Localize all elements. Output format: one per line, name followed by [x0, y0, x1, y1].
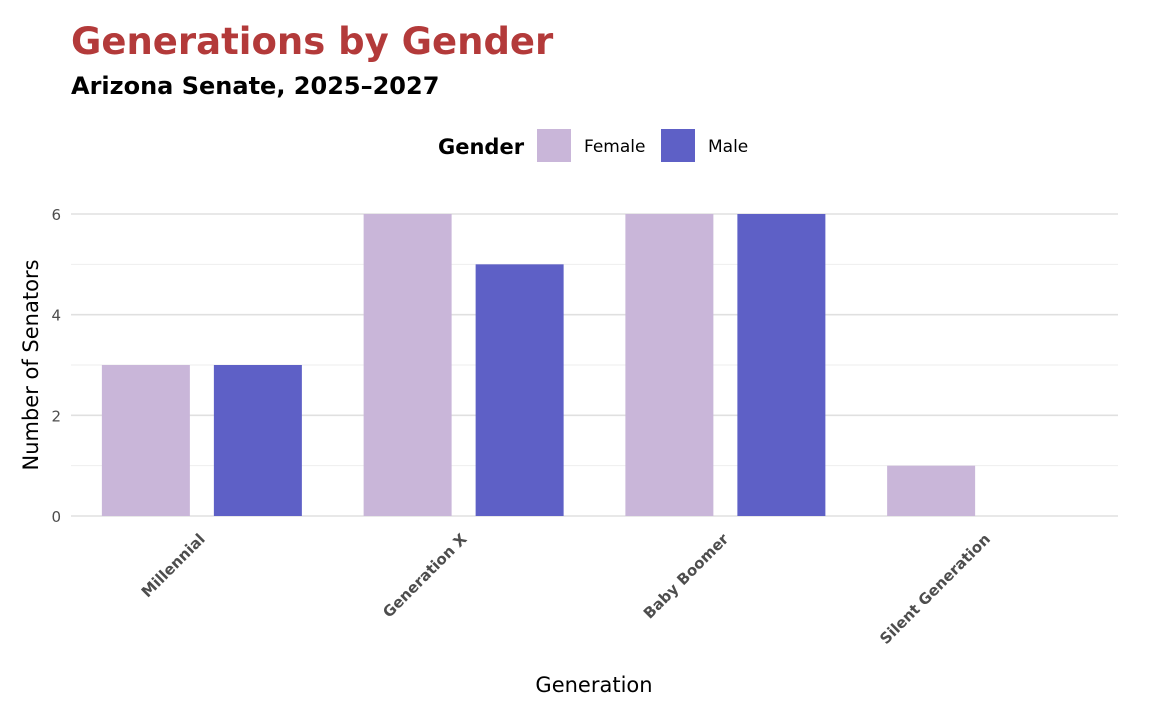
- y-tick-label: 4: [51, 307, 61, 325]
- y-tick-label: 0: [51, 508, 61, 526]
- legend-label-female: Female: [584, 137, 645, 157]
- bar-female-millennial: [101, 365, 190, 516]
- y-axis-ticks: 0 2 4 6: [51, 206, 61, 526]
- bar-female-generation-x: [363, 214, 452, 516]
- chart-title: Generations by Gender: [71, 20, 554, 63]
- y-axis-title: Number of Senators: [19, 259, 43, 470]
- x-tick-label: Silent Generation: [876, 530, 994, 648]
- x-axis-ticks: Millennial Generation X Baby Boomer Silent …: [138, 530, 994, 648]
- bar-male-baby-boomer: [737, 214, 826, 516]
- legend-swatch-male: [661, 129, 695, 162]
- legend-title: Gender: [438, 135, 525, 159]
- legend-label-male: Male: [708, 137, 748, 157]
- y-tick-label: 6: [51, 206, 61, 224]
- bar-female-silent-generation: [887, 465, 976, 516]
- y-tick-label: 2: [51, 407, 61, 425]
- chart-subtitle: Arizona Senate, 2025–2027: [71, 72, 440, 100]
- x-tick-label: Generation X: [379, 530, 470, 621]
- bars: [101, 214, 976, 516]
- x-axis-title: Generation: [535, 673, 652, 697]
- legend: Gender Female Male: [438, 129, 748, 162]
- bar-male-millennial: [213, 365, 302, 516]
- bar-female-baby-boomer: [625, 214, 714, 516]
- legend-swatch-female: [537, 129, 571, 162]
- x-tick-label: Baby Boomer: [640, 530, 733, 623]
- x-tick-label: Millennial: [138, 530, 209, 601]
- bar-male-generation-x: [475, 264, 564, 516]
